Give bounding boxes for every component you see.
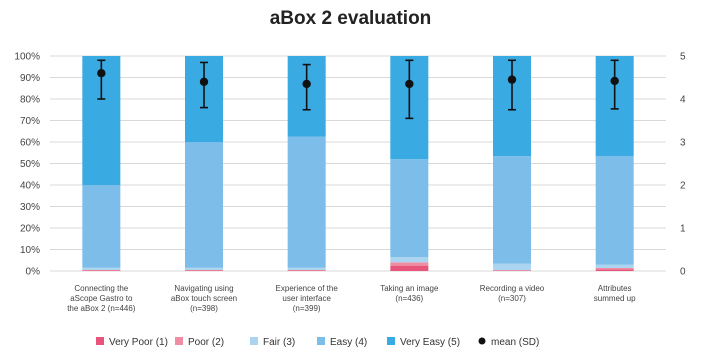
legend-label: Fair (3) (263, 337, 295, 348)
bar-segment-4 (185, 142, 223, 268)
bar-segment-1 (82, 270, 121, 271)
bar-segment-4 (287, 136, 326, 268)
legend-swatch (317, 337, 325, 345)
legend: Very Poor (1) Poor (2) Fair (3) Easy (4) Ver… (96, 337, 539, 348)
y-axis-left: 0% 10% 20% 30% 40% 50% 60% 70% 80% 90% 100% (14, 52, 40, 278)
y-axis-right: 0 1 2 3 4 5 (680, 52, 686, 278)
legend-marker (478, 337, 486, 345)
category-label: the aBox 2 (n=446) (67, 304, 136, 313)
y2-tick-label: 3 (680, 138, 686, 149)
bar-segment-3 (185, 267, 223, 270)
legend-label: Easy (4) (330, 337, 367, 348)
y-tick-label: 40% (20, 181, 40, 192)
mean-sd-markers (97, 59, 619, 120)
legend-swatch (250, 337, 258, 345)
bar-segment-2 (390, 262, 429, 266)
y-tick-label: 50% (20, 159, 40, 170)
category-label: Connecting the (74, 284, 128, 293)
chart-title: aBox 2 evaluation (269, 8, 432, 29)
y-tick-label: 10% (20, 245, 40, 256)
y-tick-label: 60% (20, 138, 40, 149)
y-tick-label: 70% (20, 116, 40, 127)
y-tick-label: 30% (20, 202, 40, 213)
category-label: Recording a video (480, 284, 545, 293)
bar-segment-4 (82, 185, 121, 268)
bar-segment-1 (595, 269, 634, 271)
category-label: (n=399) (293, 304, 321, 313)
mean-point (507, 75, 517, 84)
legend-swatch (387, 337, 395, 345)
legend-label: Poor (2) (188, 337, 224, 348)
category-label: summed up (594, 294, 636, 303)
bar-segment-1 (390, 265, 429, 271)
bar-segment-3 (390, 257, 429, 263)
legend-swatch (96, 337, 104, 345)
y-tick-label: 20% (20, 224, 40, 235)
category-label: Navigating using (174, 284, 233, 293)
y2-tick-label: 1 (680, 224, 686, 235)
y-tick-label: 100% (14, 52, 40, 63)
legend-swatch (175, 337, 183, 345)
mean-point (610, 76, 619, 86)
bar-segment-1 (287, 270, 326, 271)
y-tick-label: 80% (20, 95, 40, 106)
category-label: aScope Gastro to (70, 294, 133, 303)
legend-label: Very Easy (5) (400, 337, 460, 348)
legend-label: Very Poor (1) (109, 337, 168, 348)
bar-segment-3 (82, 267, 121, 270)
bar-segment-1 (185, 270, 223, 271)
category-label: (n=307) (498, 294, 526, 303)
y2-tick-label: 4 (680, 95, 686, 106)
category-label: (n=436) (395, 294, 423, 303)
grid-lines (50, 55, 666, 272)
category-label: aBox touch screen (171, 294, 237, 303)
y-tick-label: 90% (20, 73, 40, 84)
category-label: (n=398) (190, 304, 218, 313)
bar-segment-3 (287, 267, 326, 270)
bar-segment-2 (595, 267, 634, 270)
category-label: Experience of the (276, 284, 339, 293)
bar-segment-4 (390, 159, 429, 258)
bar-segment-4 (493, 156, 531, 264)
category-label: user interface (282, 294, 331, 303)
y2-tick-label: 0 (680, 267, 686, 278)
bar-segment-3 (595, 264, 634, 268)
mean-point (97, 69, 106, 78)
mean-point (405, 79, 414, 89)
y-tick-label: 0% (26, 267, 41, 278)
bar-segment-4 (595, 155, 634, 265)
bar-segment-3 (493, 263, 531, 271)
y2-tick-label: 2 (680, 181, 686, 192)
category-label: Attributes (598, 284, 632, 293)
y2-tick-label: 5 (680, 52, 686, 63)
mean-point (302, 79, 311, 89)
legend-label: mean (SD) (491, 337, 539, 348)
category-label: Taking an image (380, 284, 439, 293)
mean-point (199, 77, 209, 87)
